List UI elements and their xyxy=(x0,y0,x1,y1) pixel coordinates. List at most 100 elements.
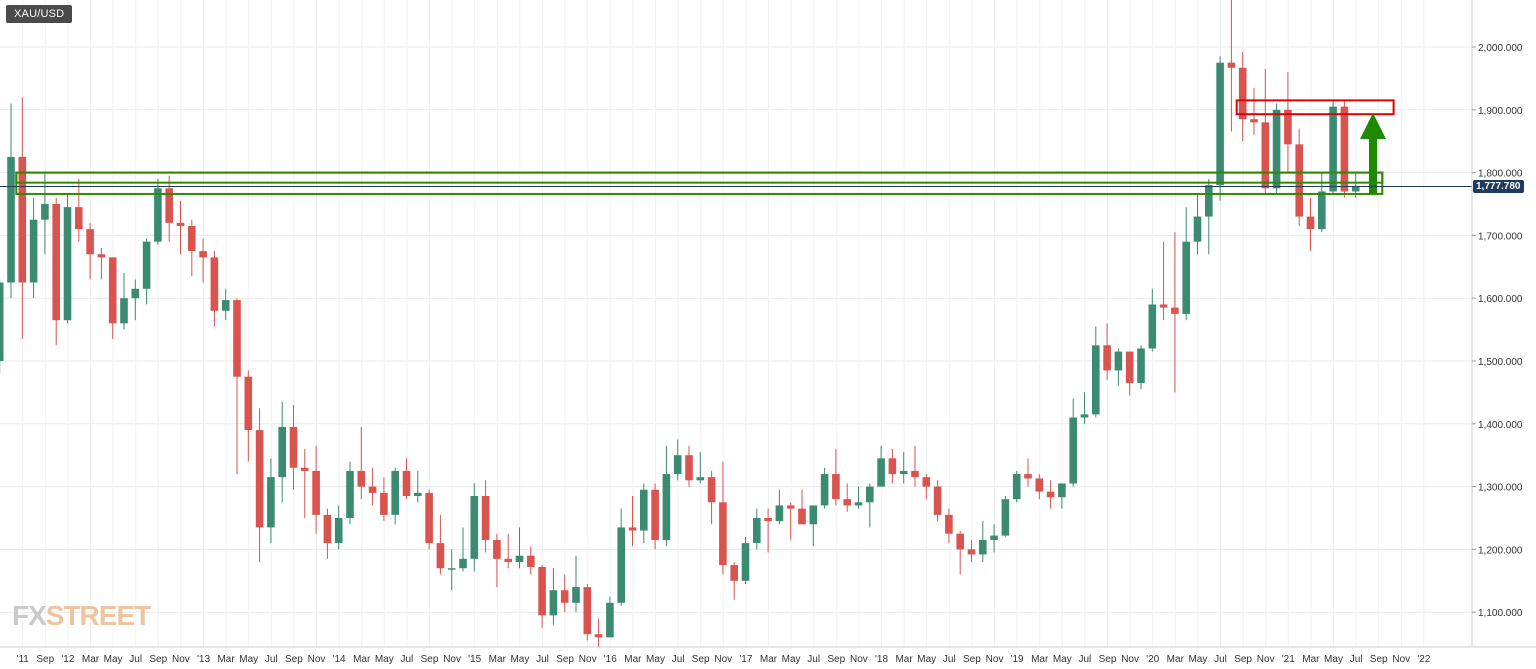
candle-body xyxy=(334,518,343,544)
candle-body xyxy=(131,288,140,299)
x-tick-label: Nov xyxy=(1121,654,1139,665)
x-tick-label: Jul xyxy=(807,654,820,665)
candle-body xyxy=(651,489,659,540)
candle-body xyxy=(470,496,479,559)
x-tick-label: Sep xyxy=(1234,654,1252,665)
candle-body xyxy=(357,470,366,487)
x-tick-label: Mar xyxy=(760,654,778,665)
candle-body xyxy=(899,470,908,475)
x-tick-label: May xyxy=(375,654,394,665)
candle-body xyxy=(685,455,693,481)
x-tick-label: Nov xyxy=(714,654,732,665)
x-tick-label: '17 xyxy=(739,654,752,665)
candle-body xyxy=(86,229,94,255)
x-tick-label: Mar xyxy=(1167,654,1185,665)
candle-body xyxy=(1284,109,1292,145)
candle-body xyxy=(1080,414,1089,418)
x-tick-label: Nov xyxy=(308,654,326,665)
x-axis: '11 Sep '12 Mar May Jul Sep Nov '13 Mar May Jul Sep N… xyxy=(0,646,1536,665)
annotations-group xyxy=(15,99,1395,195)
x-tick-label: '21 xyxy=(1282,654,1295,665)
x-tick-label: Mar xyxy=(353,654,371,665)
candle-body xyxy=(1227,62,1236,68)
candle-body xyxy=(1306,216,1315,230)
candle-body xyxy=(459,558,467,569)
candle-body xyxy=(267,477,275,528)
candle-body xyxy=(979,539,987,555)
candle-body xyxy=(29,219,38,283)
y-tick-label: 1,700.000 xyxy=(1478,231,1523,242)
x-tick-label: Mar xyxy=(217,654,235,665)
x-tick-label: May xyxy=(646,654,665,665)
x-tick-label: '14 xyxy=(333,654,346,665)
candle-body xyxy=(662,474,671,540)
candle-body xyxy=(820,474,829,506)
x-tick-label: May xyxy=(1188,654,1207,665)
x-tick-label: Mar xyxy=(1302,654,1320,665)
candle-body xyxy=(1295,144,1303,217)
candle-body xyxy=(1318,191,1326,230)
x-tick-label: May xyxy=(239,654,258,665)
candle-body xyxy=(922,477,931,487)
x-tick-label: May xyxy=(104,654,123,665)
candle-body xyxy=(956,533,964,550)
candle-body xyxy=(402,470,411,497)
y-tick-label: 1,300.000 xyxy=(1478,483,1523,494)
x-tick-label: May xyxy=(1324,654,1343,665)
candle-body xyxy=(1114,351,1123,371)
candles-group xyxy=(0,0,1360,647)
x-tick-label: May xyxy=(510,654,529,665)
candle-body xyxy=(1193,216,1202,242)
x-tick-label: Sep xyxy=(1370,654,1388,665)
candle-body xyxy=(707,477,716,503)
candle-body xyxy=(0,282,4,361)
candle-body xyxy=(233,300,241,377)
x-tick-label: May xyxy=(917,654,936,665)
candle-body xyxy=(1340,106,1349,192)
candle-body xyxy=(1148,304,1157,349)
candle-body xyxy=(1159,304,1168,308)
candle-body xyxy=(154,188,162,242)
x-tick-label: Sep xyxy=(149,654,167,665)
x-tick-label: Nov xyxy=(579,654,597,665)
candle-body xyxy=(1012,474,1021,500)
candle-body xyxy=(1171,307,1179,314)
x-tick-label: '16 xyxy=(604,654,617,665)
logo-street-text: STREET xyxy=(45,600,151,631)
y-axis: 1,100.000 1,200.000 1,300.000 1,400.000 1,50… xyxy=(1471,0,1523,647)
support-zone-box xyxy=(15,171,1384,184)
candle-body xyxy=(786,505,795,509)
candle-body xyxy=(289,426,298,468)
x-tick-label: Sep xyxy=(1099,654,1117,665)
x-tick-label: Jul xyxy=(536,654,549,665)
candle-body xyxy=(425,492,433,544)
y-tick-label: 1,800.000 xyxy=(1478,169,1523,180)
x-tick-label: Nov xyxy=(172,654,190,665)
y-tick-label: 1,400.000 xyxy=(1478,420,1523,431)
fxstreet-logo: FXSTREET xyxy=(12,600,151,632)
x-tick-label: Jul xyxy=(129,654,142,665)
candle-body xyxy=(1261,122,1270,189)
candle-body xyxy=(572,587,580,603)
candle-body xyxy=(1092,345,1100,415)
resistance-zone-box xyxy=(1235,99,1395,116)
candle-body xyxy=(120,298,128,324)
x-tick-label: Jul xyxy=(1350,654,1363,665)
y-tick-label: 1,900.000 xyxy=(1478,106,1523,117)
x-tick-label: Sep xyxy=(692,654,710,665)
candle-body xyxy=(730,565,738,581)
candle-body xyxy=(911,470,919,478)
candle-body xyxy=(108,257,117,324)
candle-body xyxy=(301,467,309,471)
candle-body xyxy=(866,486,874,503)
candle-body xyxy=(719,502,727,566)
candle-body xyxy=(798,508,806,525)
x-tick-label: Jul xyxy=(943,654,956,665)
candle-body xyxy=(1216,62,1224,186)
x-tick-label: Sep xyxy=(36,654,54,665)
candle-body xyxy=(493,539,501,559)
candle-body xyxy=(391,470,399,515)
x-tick-label: Jul xyxy=(1214,654,1227,665)
